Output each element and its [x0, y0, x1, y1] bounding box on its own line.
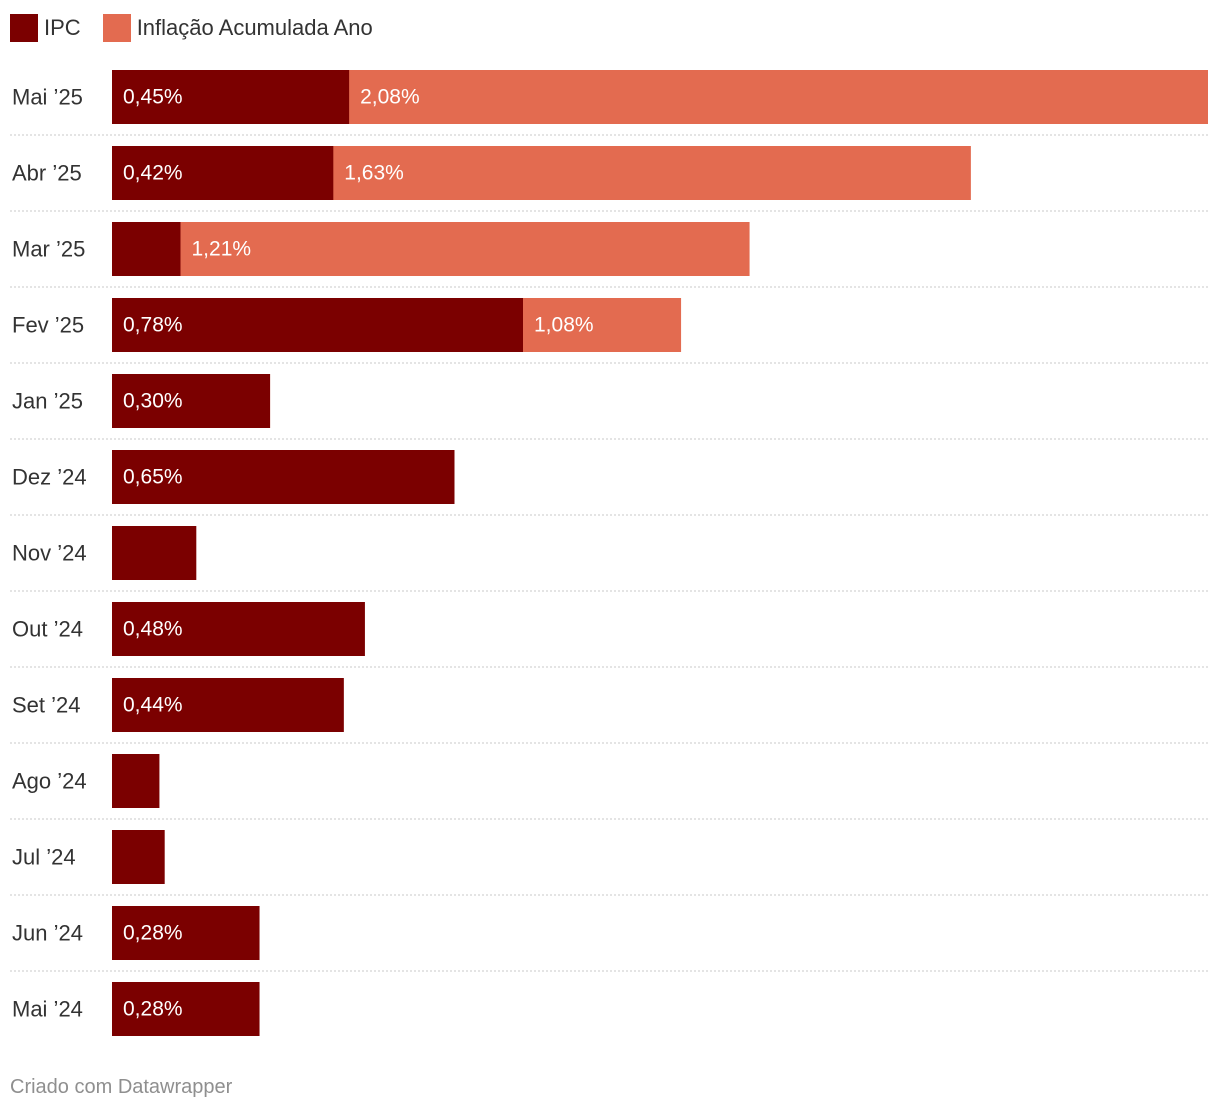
category-label: Jun ’24 — [12, 921, 83, 946]
bar-ipc — [112, 602, 365, 656]
category-label: Jan ’25 — [12, 389, 83, 414]
ipc-value-label: 0,44% — [123, 694, 183, 717]
inflacao-acumulada-value-label: 2,08% — [360, 86, 420, 109]
ipc-value-label: 0,78% — [123, 314, 183, 337]
bar-ipc — [112, 906, 260, 960]
category-label: Abr ’25 — [12, 161, 82, 186]
ipc-value-label: 0,30% — [123, 390, 183, 413]
bar-ipc — [112, 830, 165, 884]
category-label: Jul ’24 — [12, 845, 76, 870]
bar-ipc — [112, 374, 271, 428]
legend-swatch-inflacao-acumulada — [102, 14, 131, 42]
category-label: Mai ’24 — [12, 997, 83, 1022]
category-label: Out ’24 — [12, 617, 83, 642]
bar-ipc — [112, 982, 260, 1036]
ipc-value-label: 0,28% — [123, 998, 183, 1021]
bar-chart: Mai ’25 0,45% 2,08% Abr ’25 0,42% 1,63% Mar ’2… — [10, 70, 1208, 1036]
inflacao-acumulada-value-label: 1,63% — [344, 162, 404, 185]
ipc-value-label: 0,65% — [123, 466, 183, 489]
legend-label-ipc: IPC — [44, 15, 81, 40]
legend-label-inflacao-acumulada: Inflação Acumulada Ano — [136, 15, 373, 40]
bar-ipc — [112, 678, 344, 732]
bar-ipc — [112, 298, 523, 352]
legend-item-ipc: IPC — [10, 14, 81, 42]
legend: IPC Inflação Acumulada Ano — [10, 14, 395, 42]
footer-credit: Criado com Datawrapper — [10, 1076, 233, 1098]
ipc-value-label: 0,45% — [123, 86, 183, 109]
bar-ipc — [112, 754, 160, 808]
category-label: Nov ’24 — [12, 541, 87, 566]
category-label: Dez ’24 — [12, 465, 87, 490]
category-label: Ago ’24 — [12, 769, 87, 794]
legend-swatch-ipc — [10, 14, 38, 42]
inflacao-acumulada-value-label: 1,21% — [192, 238, 252, 261]
ipc-value-label: 0,28% — [123, 922, 183, 945]
bar-ipc — [112, 450, 455, 504]
ipc-value-label: 0,48% — [123, 618, 183, 641]
bar-ipc — [112, 146, 334, 200]
legend-item-inflacao-acumulada: Inflação Acumulada Ano — [102, 14, 373, 42]
bar-inflacao-acumulada — [112, 222, 750, 276]
bar-ipc — [112, 526, 197, 580]
bar-ipc — [112, 70, 350, 124]
category-label: Mai ’25 — [12, 85, 83, 110]
inflacao-acumulada-value-label: 1,08% — [534, 314, 594, 337]
category-label: Fev ’25 — [12, 313, 84, 338]
bar-ipc — [112, 222, 181, 276]
category-label: Mar ’25 — [12, 237, 85, 262]
ipc-value-label: 0,42% — [123, 162, 183, 185]
category-label: Set ’24 — [12, 693, 81, 718]
inflacao-acumulada-value-label: 0,30% — [281, 390, 341, 413]
